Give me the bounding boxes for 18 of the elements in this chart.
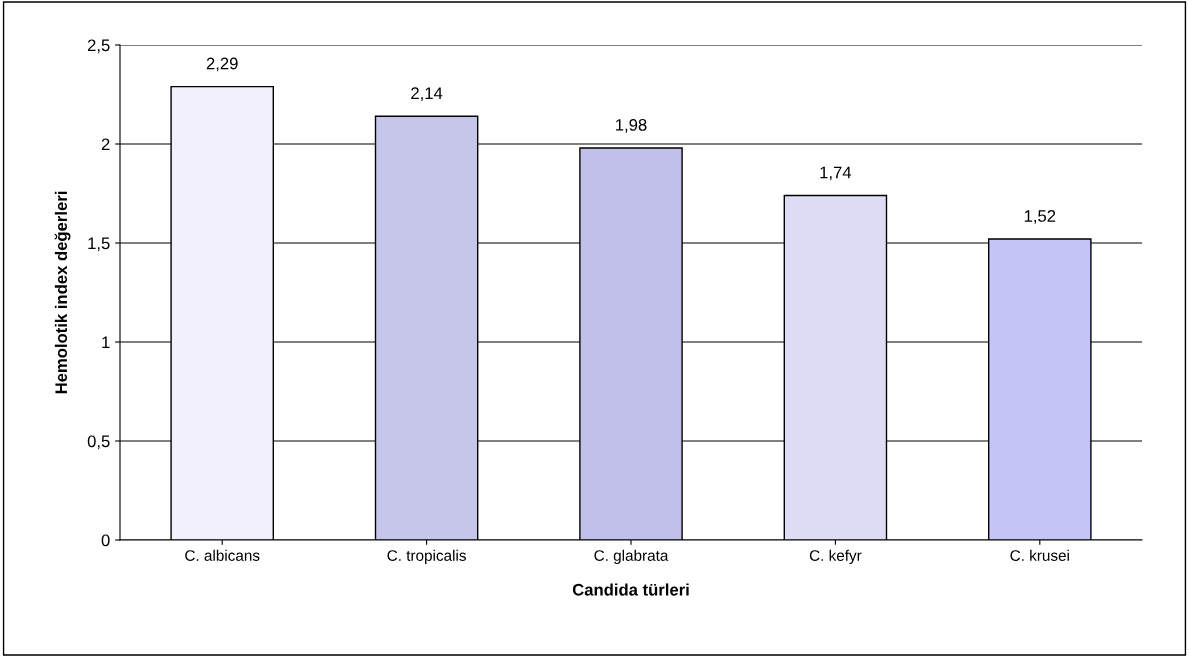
x-axis-title: Candida türleri	[572, 583, 689, 596]
data-label: 2,14	[411, 87, 443, 102]
y-tick-label: 2,5	[87, 39, 110, 54]
y-tick-label: 0,5	[87, 435, 110, 450]
y-tick-label: 2	[101, 138, 110, 151]
x-tick-label: C. krusei	[1010, 549, 1069, 561]
y-tick-label: 0	[101, 534, 110, 547]
data-label: 2,29	[206, 57, 238, 72]
x-tick-label: C. tropicalis	[387, 549, 466, 564]
data-label: 1,74	[820, 166, 852, 181]
y-tick-label: 1	[102, 336, 110, 349]
y-axis-title: Hemolotik index değerleri	[54, 191, 71, 394]
data-label: 1,52	[1024, 210, 1056, 224]
x-tick-label: C. kefyr	[809, 549, 862, 564]
y-tick-label: 1,5	[88, 237, 110, 252]
x-tick-label: C. albicans	[185, 549, 260, 561]
data-label: 1,98	[616, 118, 647, 133]
x-tick-label: C. glabrata	[594, 549, 669, 564]
